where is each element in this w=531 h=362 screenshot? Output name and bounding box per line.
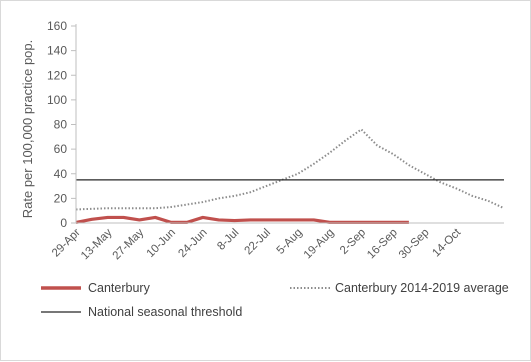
x-tick-label: 22-Jul (242, 227, 273, 258)
legend-label: Canterbury 2014-2019 average (335, 281, 509, 295)
y-tick-label: 160 (47, 19, 67, 33)
x-tick-label: 13-May (79, 226, 115, 262)
y-tick-label: 20 (54, 191, 68, 205)
legend-label: National seasonal threshold (88, 305, 242, 319)
gridlines (71, 25, 76, 224)
x-tick-label: 19-Aug (302, 227, 337, 262)
y-tick-label: 40 (54, 167, 68, 181)
x-tick-label: 2-Sep (338, 227, 368, 257)
y-axis-ticks: 0 20 40 60 80 100 120 140 160 (47, 19, 67, 230)
x-tick-label: 27-May (111, 226, 147, 262)
axes (75, 24, 504, 224)
x-tick-label: 10-Jun (145, 227, 178, 260)
x-tick-label: 5-Aug (275, 227, 305, 257)
y-tick-label: 80 (54, 118, 68, 132)
x-tick-label: 24-Jun (176, 227, 209, 260)
x-tick-label: 8-Jul (215, 227, 241, 253)
y-tick-label: 100 (47, 93, 67, 107)
x-tick-label: 16-Sep (365, 227, 400, 262)
y-tick-label: 60 (54, 142, 68, 156)
y-axis-title: Rate per 100,000 practice pop. (20, 40, 35, 219)
y-tick-label: 0 (60, 216, 67, 230)
legend: Canterbury Canterbury 2014-2019 average Na… (41, 281, 509, 319)
y-tick-label: 140 (47, 44, 67, 58)
x-tick-label: 14-Oct (430, 226, 463, 259)
x-tick-label: 29-Apr (50, 227, 83, 260)
series-average-line (75, 128, 505, 211)
x-tick-label: 30-Sep (397, 227, 432, 262)
legend-label: Canterbury (88, 281, 151, 295)
series-canterbury-line (75, 215, 409, 224)
series-lines (75, 128, 505, 224)
y-tick-label: 120 (47, 68, 67, 82)
